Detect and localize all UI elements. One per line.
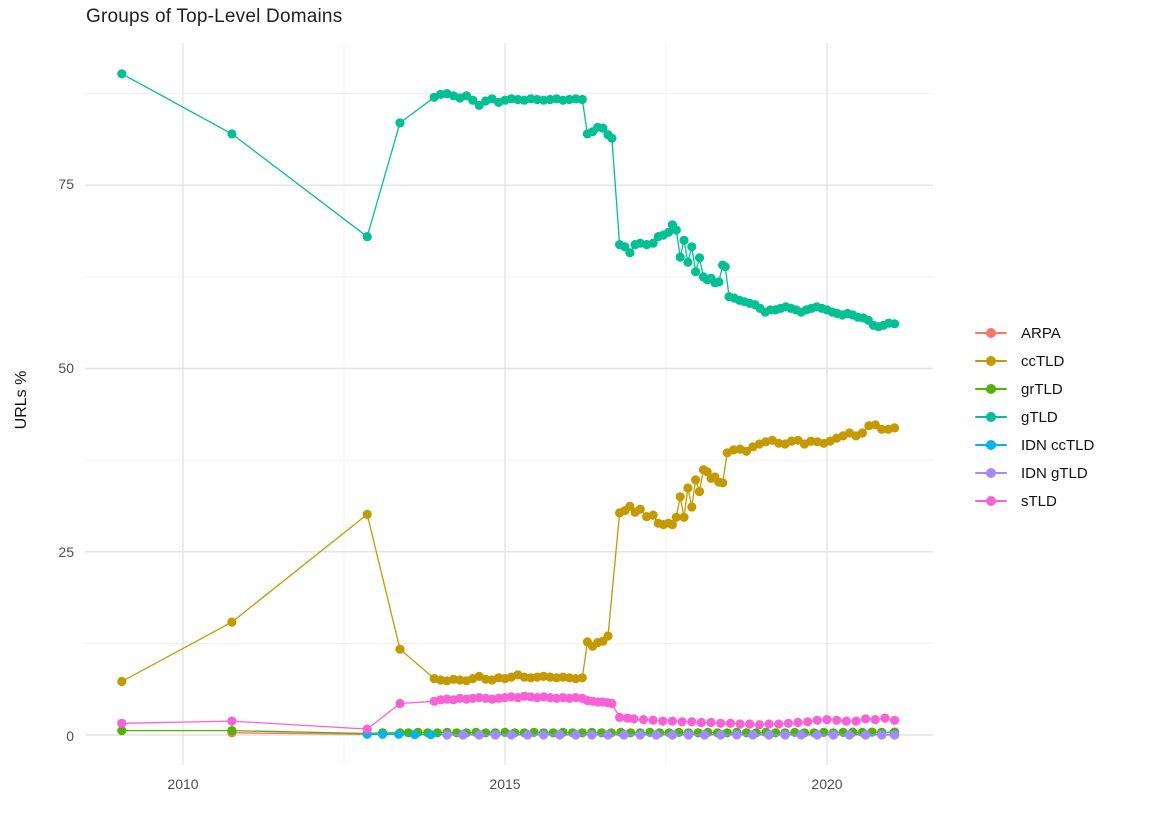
legend-item-stld: sTLD [975, 487, 1094, 515]
legend-label: ccTLD [1021, 352, 1065, 370]
x-tick-2015: 2015 [489, 776, 521, 792]
legend-item-cctld: ccTLD [975, 347, 1094, 375]
legend-item-idn-cctld: IDN ccTLD [975, 431, 1094, 459]
legend-key-icon [975, 439, 1007, 451]
legend-key-icon [975, 495, 1007, 507]
y-tick-25: 25 [58, 544, 74, 560]
legend-item-gtld: gTLD [975, 403, 1094, 431]
y-axis-title: URLs % [13, 370, 30, 430]
chart-title: Groups of Top-Level Domains [86, 6, 343, 27]
legend-label: sTLD [1021, 492, 1057, 510]
legend-label: IDN gTLD [1021, 464, 1088, 482]
legend-key-icon [975, 327, 1007, 339]
legend-key-icon [975, 467, 1007, 479]
legend-label: grTLD [1021, 380, 1063, 398]
legend-key-icon [975, 383, 1007, 395]
legend-item-idn-gtld: IDN gTLD [975, 459, 1094, 487]
legend-label: IDN ccTLD [1021, 436, 1095, 454]
legend: ARPA ccTLD grTLD gTLD IDN ccTLD IDN gTLD… [975, 319, 1094, 515]
legend-label: gTLD [1021, 408, 1058, 426]
y-tick-0: 0 [66, 728, 74, 744]
y-tick-50: 50 [58, 360, 74, 376]
legend-item-grtld: grTLD [975, 375, 1094, 403]
x-tick-2010: 2010 [167, 776, 199, 792]
x-tick-2020: 2020 [811, 776, 843, 792]
y-tick-75: 75 [58, 176, 74, 192]
legend-key-icon [975, 355, 1007, 367]
legend-key-icon [975, 411, 1007, 423]
legend-label: ARPA [1021, 324, 1061, 342]
legend-item-arpa: ARPA [975, 319, 1094, 347]
